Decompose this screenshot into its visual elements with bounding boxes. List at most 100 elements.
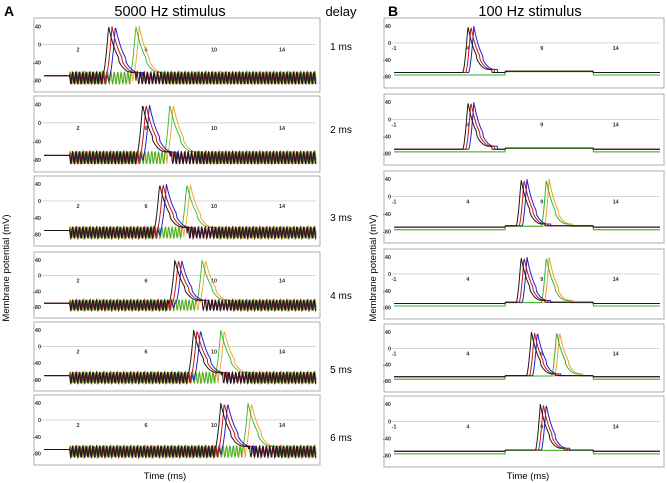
- panel-a-row-4-ytick: -40: [33, 289, 41, 295]
- panel-a-row-2-trace-node56: [44, 105, 317, 165]
- panel-b-row-2-xtick: -1: [392, 122, 397, 128]
- panel-b-row-3-ytick: -80: [383, 229, 391, 235]
- panel-b-row-2-xtick: 9: [540, 122, 543, 128]
- panel-a-row-2-ytick: -40: [33, 139, 41, 145]
- panel-a-row-6-ytick: -40: [33, 435, 41, 441]
- panel-b-row-5-xtick: -1: [392, 351, 397, 357]
- panel-b-row-6-trace-node53: [394, 404, 660, 452]
- panel-b-row-1-frame: [383, 17, 665, 89]
- panel-b-row-5-ytick: 0: [388, 346, 391, 352]
- panel-b-row-2: 40 0 -40 -80 -1 4 9 14: [383, 93, 665, 166]
- panel-b-row-4-xtick: 14: [613, 277, 620, 283]
- panel-a-row-6-xtick: 6: [144, 423, 147, 429]
- panel-a-row-1-ytick: -40: [33, 60, 41, 66]
- panel-b-row-1-ytick: -40: [383, 58, 391, 64]
- panel-a-row-5-ytick: 0: [38, 345, 41, 351]
- panel-a-row-4-ytick: -80: [33, 305, 41, 311]
- panel-a-row-3-xtick: 10: [211, 204, 217, 210]
- panel-b-row-4-trace-node53: [394, 258, 660, 304]
- panel-a-row-2-xtick: 10: [211, 126, 217, 132]
- panel-b-row-5-ytick: 40: [385, 330, 391, 336]
- panel-b-row-2-trace-node53: [394, 103, 660, 150]
- panel-a-row-3-xtick: 6: [144, 204, 147, 210]
- panel-a-row-2-ytick: 0: [38, 121, 41, 127]
- panel-a-row-6-trace-node53: [44, 402, 317, 460]
- panel-a-row-4-ytick: 40: [35, 258, 41, 264]
- panel-b-row-2-xtick: 4: [466, 122, 470, 128]
- panel-b-row-3-trace-node56: [394, 180, 660, 231]
- panel-a-xlabel: Time (ms): [144, 471, 186, 482]
- panel-b-row-4-xtick: 4: [466, 277, 470, 283]
- delay-label-1: 1 ms: [330, 42, 352, 53]
- panel-a-row-4-trace-node53: [44, 259, 317, 313]
- panel-b-row-4-xtick: 9: [540, 277, 543, 283]
- panel-b-row-4-ytick: -80: [383, 306, 391, 312]
- panel-b-row-5: 40 0 -40 -80 -1 4 9 14: [383, 323, 665, 393]
- panel-b-row-3: 40 0 -40 -80 -1 4 9 14: [383, 170, 665, 244]
- panel-a-row-3-ytick: 0: [38, 199, 41, 205]
- panel-a-row-6-ytick: 40: [35, 401, 41, 407]
- panel-b-row-3-trace-node53: [394, 180, 660, 228]
- panel-a-row-5-xtick: 14: [279, 350, 286, 356]
- panel-b-row-6-ytick: 40: [385, 402, 391, 408]
- panel-b-row-5-xtick: 14: [613, 351, 620, 357]
- panel-b-row-6-frame: [383, 395, 665, 468]
- panel-a-row-3-xtick: 14: [279, 204, 286, 210]
- panel-a-row-5-ytick: -40: [33, 361, 41, 367]
- panel-b-title: 100 Hz stimulus: [478, 4, 581, 20]
- panel-b-row-2-xtick: 14: [613, 122, 620, 128]
- panel-a-row-4-xtick: 6: [144, 279, 147, 285]
- delay-label-6: 6 ms: [330, 433, 352, 444]
- panel-a-row-4-xtick: 2: [76, 279, 79, 285]
- panel-a-row-1-xtick: 10: [211, 47, 217, 53]
- panel-b-row-4-ytick: 40: [385, 255, 391, 261]
- panel-b-row-1-xtick: 14: [613, 46, 620, 52]
- panel-a-row-4-trace-node56: [44, 259, 317, 312]
- panel-a-row-6-ytick: 0: [38, 418, 41, 424]
- panel-a-row-5-trace-node53: [44, 329, 317, 386]
- panel-b-row-4-frame: [383, 248, 665, 320]
- delay-label-3: 3 ms: [330, 213, 352, 224]
- panel-a-row-5-xtick: 2: [76, 350, 79, 356]
- panel-a-row-2-xtick: 2: [76, 126, 79, 132]
- panel-a-row-5-ytick: -80: [33, 378, 41, 384]
- panel-a-row-1-ytick: -80: [33, 78, 41, 84]
- panel-a-row-1-xtick: 14: [279, 47, 286, 53]
- panel-a-row-1-xtick: 2: [76, 47, 79, 53]
- panel-b-row-5-xtick: 4: [466, 351, 470, 357]
- panel-b-row-6-xtick: 4: [466, 424, 470, 430]
- panel-a-row-1-trace-node53: [44, 26, 317, 85]
- panel-b-row-3-ytick: -40: [383, 212, 391, 218]
- panel-a-row-6: 40 0 -40 -80 2 6 10 14: [33, 394, 321, 466]
- panel-b-row-3-ytick: 0: [388, 195, 391, 201]
- panel-b-row-4: 40 0 -40 -80 -1 4 9 14: [383, 248, 665, 320]
- delay-label-4: 4 ms: [330, 291, 352, 302]
- panel-a-row-2-xtick: 14: [279, 126, 286, 132]
- delay-label-5: 5 ms: [330, 365, 352, 376]
- panel-a-row-5-ytick: 40: [35, 328, 41, 334]
- panel-b-row-2-ytick: 0: [388, 117, 391, 123]
- panel-a-row-3-ytick: -40: [33, 216, 41, 222]
- panel-a-row-3-ytick: 40: [35, 182, 41, 188]
- panel-b-row-2-frame: [383, 93, 665, 166]
- delay-label-2: 2 ms: [330, 125, 352, 136]
- panel-a-row-3-trace-node56: [44, 185, 317, 240]
- panel-a-row-2: 40 0 -40 -80 2 6 10 14: [33, 95, 321, 173]
- panel-a-row-2-xtick: 6: [144, 126, 147, 132]
- panel-b-row-4-xtick: -1: [392, 277, 397, 283]
- panel-b-row-1-ytick: 40: [385, 24, 391, 30]
- panel-a-row-4-xtick: 10: [211, 279, 217, 285]
- panel-b-row-3-xtick: -1: [392, 200, 397, 206]
- panel-a-row-2-ytick: 40: [35, 102, 41, 108]
- panel-b-row-1-xtick: -1: [392, 46, 397, 52]
- panel-b-row-2-ytick: -40: [383, 134, 391, 140]
- panel-b-row-1-ytick: 0: [388, 41, 391, 47]
- panel-b-row-6: 400-40-80-1 4 9 14: [383, 395, 665, 468]
- panel-b-row-5-ytick: -40: [383, 363, 391, 369]
- panel-b-row-3-ytick: 40: [385, 177, 391, 183]
- panel-b-row-4-trace-node56: [394, 258, 660, 307]
- panel-a-row-6-ytick: -80: [33, 452, 41, 458]
- panel-a-row-3-xtick: 2: [76, 204, 79, 210]
- panel-b-row-2-ytick: -80: [383, 152, 391, 158]
